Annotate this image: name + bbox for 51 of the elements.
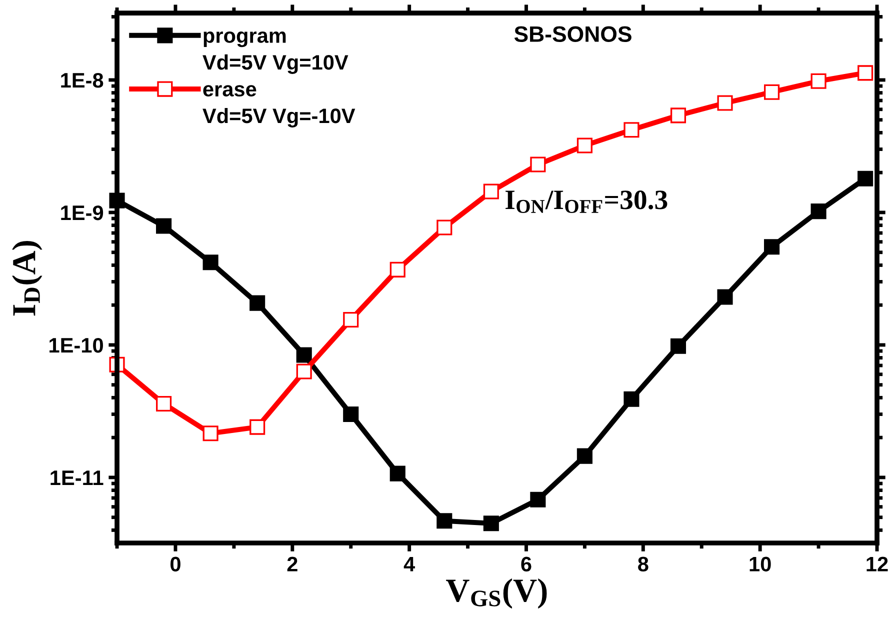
point	[530, 156, 546, 172]
y-tick-label: 1E-9	[61, 205, 104, 220]
chart-title: SB-SONOS	[514, 26, 632, 42]
annotation: Vd=5V Vg=10V	[202, 54, 348, 74]
y-tick-label: 1E-8	[61, 72, 104, 88]
legend-label: erase	[203, 85, 256, 97]
legend-label: program	[204, 31, 286, 48]
x-tick-label: 8	[638, 556, 648, 572]
point	[624, 391, 640, 407]
point	[202, 254, 218, 270]
x-tick-label: 6	[521, 556, 532, 572]
point	[436, 220, 452, 236]
x-tick-label: 4	[404, 556, 415, 572]
point	[810, 204, 826, 220]
y-tick-label: 1E-11	[50, 470, 104, 485]
point	[764, 84, 780, 100]
annotation: I$_{ON}$/I$_{OFF}$=30.3	[506, 190, 668, 214]
x-tick-label: 2	[287, 556, 298, 572]
point	[156, 396, 172, 412]
point	[436, 513, 452, 529]
point	[483, 516, 499, 532]
point	[670, 108, 686, 124]
x-tick-label: 0	[170, 556, 180, 572]
point	[390, 262, 406, 278]
point	[156, 218, 172, 234]
point	[343, 312, 359, 328]
point	[296, 364, 312, 380]
point	[858, 65, 874, 81]
point	[483, 184, 499, 200]
point	[670, 338, 686, 354]
point	[858, 170, 874, 186]
point	[717, 95, 733, 111]
point	[576, 448, 592, 464]
annotation: Vd=5V Vg=-10V	[202, 108, 356, 128]
x-tick-label: 12	[866, 556, 888, 572]
point	[624, 122, 640, 138]
x-tick-label: 10	[750, 556, 771, 572]
point	[296, 347, 312, 363]
point	[810, 73, 826, 89]
point	[390, 466, 406, 482]
point	[576, 138, 592, 154]
x-axis-title: V$_{GS}$(V)	[446, 578, 547, 609]
point	[530, 492, 546, 508]
y-tick-label: 1E-10	[50, 338, 103, 353]
point	[764, 239, 780, 255]
point	[343, 406, 359, 422]
point	[717, 289, 733, 305]
point	[202, 426, 218, 442]
point	[250, 419, 266, 435]
y-axis-title: I$_{D}$(A)	[12, 241, 42, 316]
point	[250, 295, 266, 311]
